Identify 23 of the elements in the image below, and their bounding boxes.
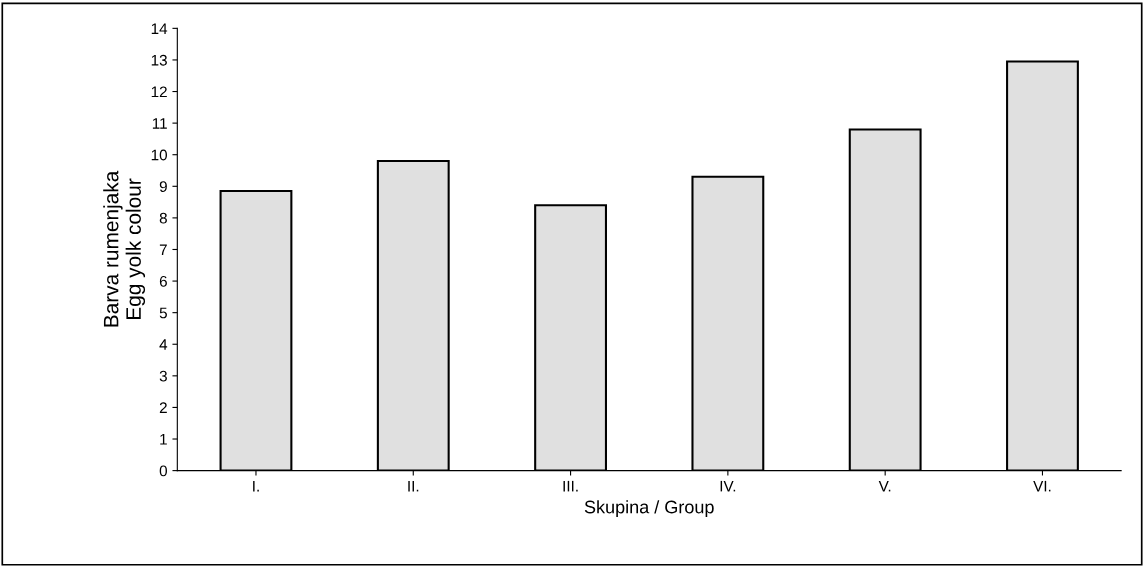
x-tick-label: IV. xyxy=(720,480,736,492)
y-tick-label: 14 xyxy=(151,23,168,34)
y-tick-label: 6 xyxy=(159,275,167,287)
y-tick-label: 5 xyxy=(159,307,167,319)
y-tick-label: 1 xyxy=(160,434,167,445)
y-tick-label: 8 xyxy=(159,212,167,224)
x-tick-label: III. xyxy=(563,480,578,492)
y-tick-label: 13 xyxy=(151,54,167,66)
y-tick-label: 0 xyxy=(159,465,167,477)
y-tick-label: 7 xyxy=(159,244,167,256)
y-tick-label: 2 xyxy=(159,402,167,413)
x-tick-label: V. xyxy=(878,480,891,492)
x-tick-label: II. xyxy=(408,480,419,492)
y-tick-label: 11 xyxy=(152,118,167,129)
y-axis-title: Barva rumenjaka Egg yolk colour xyxy=(103,170,146,327)
y-tick-label: 10 xyxy=(151,149,167,161)
x-tick-label: I. xyxy=(253,480,259,492)
y-tick-label: 3 xyxy=(159,370,167,382)
y-tick-label: 4 xyxy=(159,339,168,350)
x-tick-label: VI. xyxy=(1033,480,1051,492)
y-tick-label: 9 xyxy=(159,181,167,192)
y-tick-label: 12 xyxy=(151,86,167,98)
x-axis-title: Skupina / Group xyxy=(584,500,714,517)
